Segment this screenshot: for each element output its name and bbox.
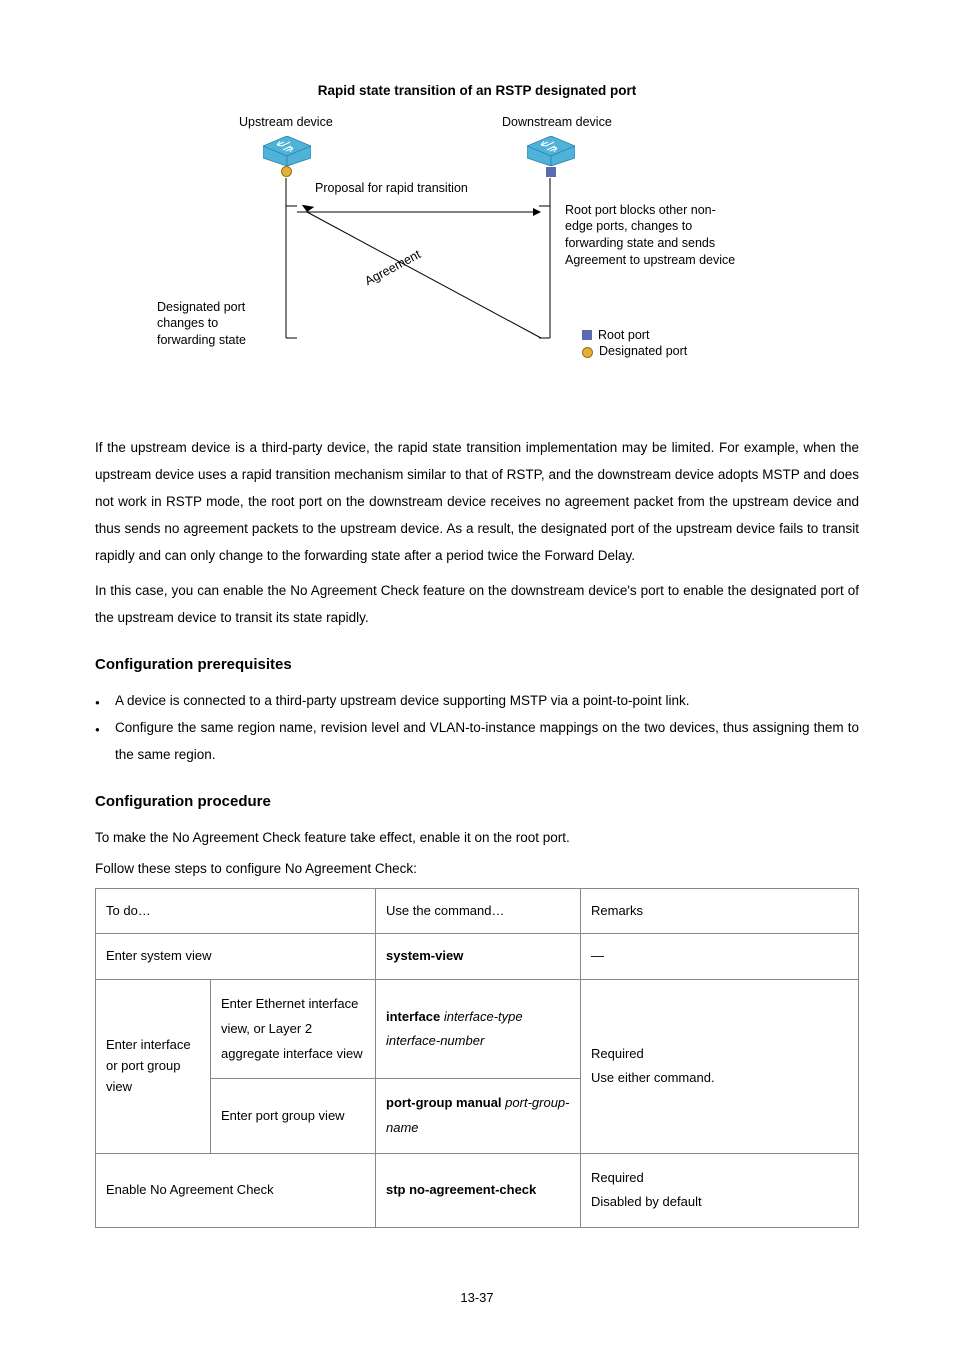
table-cell: Enter interface or port group view — [96, 980, 211, 1153]
table-row: Enter system view system-view — — [96, 934, 859, 980]
left-bracket-icon — [285, 178, 297, 345]
downstream-label: Downstream device — [502, 114, 612, 131]
cmd-text: interface — [386, 1009, 440, 1024]
heading-procedure: Configuration procedure — [95, 790, 859, 814]
root-note-l4: Agreement to upstream device — [565, 253, 735, 267]
figure-title: Rapid state transition of an RSTP design… — [95, 80, 859, 102]
legend: Root port Designated port — [582, 327, 687, 361]
list-item: Configure the same region name, revision… — [115, 714, 859, 768]
paragraph-4: Follow these steps to configure No Agree… — [95, 855, 859, 882]
root-note-l1: Root port blocks other non- — [565, 203, 716, 217]
legend-root: Root port — [598, 328, 649, 342]
table-cell: stp no-agreement-check — [376, 1153, 581, 1227]
root-note: Root port blocks other non- edge ports, … — [565, 202, 735, 270]
table-cell: Enter system view — [96, 934, 376, 980]
table-header-row: To do… Use the command… Remarks — [96, 888, 859, 934]
figure-container: Upstream device Downstream device — [157, 114, 797, 404]
cmd-text: system-view — [386, 948, 463, 963]
designated-note-l1: Designated port — [157, 300, 245, 314]
table-cell: Required Use either command. — [581, 980, 859, 1153]
designated-note-l3: forwarding state — [157, 333, 246, 347]
designated-note: Designated port changes to forwarding st… — [157, 299, 246, 350]
remark-text: Use either command. — [591, 1070, 715, 1085]
paragraph-1: If the upstream device is a third-party … — [95, 434, 859, 569]
remark-text: Disabled by default — [591, 1194, 702, 1209]
root-note-l3: forwarding state and sends — [565, 236, 715, 250]
root-port-legend-icon — [582, 330, 592, 340]
list-item: A device is connected to a third-party u… — [115, 687, 859, 714]
upstream-label: Upstream device — [239, 114, 333, 131]
remark-text: Required — [591, 1046, 644, 1061]
table-header: Remarks — [581, 888, 859, 934]
command-table: To do… Use the command… Remarks Enter sy… — [95, 888, 859, 1228]
agreement-arrow-icon — [297, 204, 541, 351]
cmd-text: port-group manual — [386, 1095, 502, 1110]
table-row: Enable No Agreement Check stp no-agreeme… — [96, 1153, 859, 1227]
proposal-label: Proposal for rapid transition — [315, 180, 468, 197]
page-number: 13-37 — [95, 1288, 859, 1309]
table-cell: Required Disabled by default — [581, 1153, 859, 1227]
root-port-icon — [546, 167, 556, 177]
legend-designated: Designated port — [599, 344, 687, 358]
designated-note-l2: changes to — [157, 316, 218, 330]
table-header: To do… — [96, 888, 376, 934]
prereq-list: A device is connected to a third-party u… — [95, 687, 859, 768]
table-header: Use the command… — [376, 888, 581, 934]
table-cell: interface interface-type interface-numbe… — [376, 980, 581, 1079]
designated-port-legend-icon — [582, 347, 593, 358]
table-cell: Enter port group view — [211, 1079, 376, 1153]
upstream-switch-icon — [263, 136, 311, 166]
paragraph-3: To make the No Agreement Check feature t… — [95, 824, 859, 851]
root-note-l2: edge ports, changes to — [565, 219, 692, 233]
downstream-switch-icon — [527, 136, 575, 166]
heading-prerequisites: Configuration prerequisites — [95, 653, 859, 677]
table-cell: Enable No Agreement Check — [96, 1153, 376, 1227]
cmd-text: stp no-agreement-check — [386, 1182, 536, 1197]
table-cell: — — [581, 934, 859, 980]
paragraph-2: In this case, you can enable the No Agre… — [95, 577, 859, 631]
designated-port-icon — [281, 166, 292, 177]
table-row: Enter interface or port group view Enter… — [96, 980, 859, 1079]
table-cell: system-view — [376, 934, 581, 980]
table-cell: Enter Ethernet interface view, or Layer … — [211, 980, 376, 1079]
remark-text: Required — [591, 1170, 644, 1185]
table-cell: port-group manual port-group-name — [376, 1079, 581, 1153]
